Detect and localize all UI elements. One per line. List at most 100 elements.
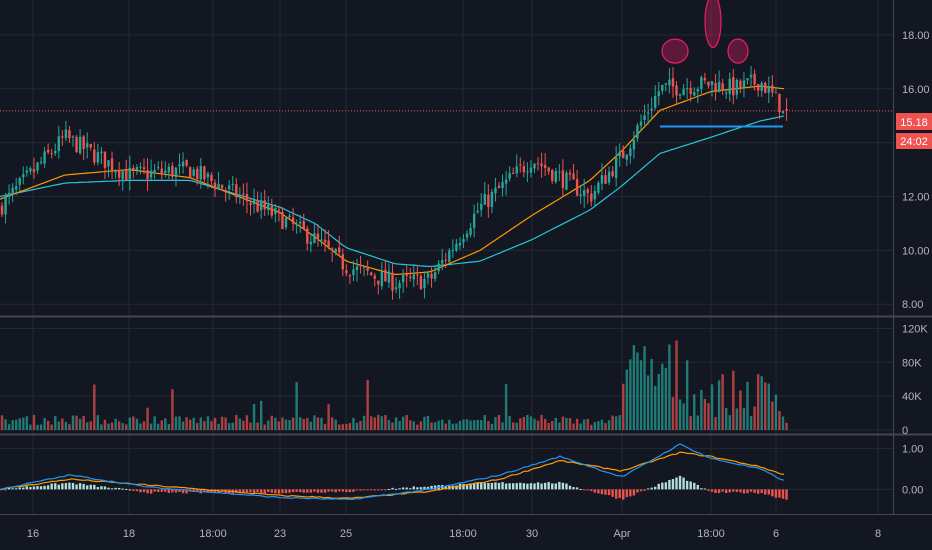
volume-bar[interactable] [583, 419, 586, 430]
volume-bar[interactable] [50, 424, 53, 430]
volume-bar[interactable] [238, 418, 242, 430]
candle-body[interactable] [270, 205, 273, 216]
volume-bar[interactable] [487, 421, 490, 430]
candle-body[interactable] [504, 179, 508, 184]
candle-body[interactable] [583, 190, 586, 196]
candle-body[interactable] [107, 160, 110, 167]
volume-bar[interactable] [302, 418, 305, 430]
candle-body[interactable] [242, 193, 245, 195]
volume-bar[interactable] [252, 404, 256, 430]
candle-body[interactable] [160, 168, 163, 174]
candle-body[interactable] [490, 191, 494, 207]
volume-bar[interactable] [93, 384, 96, 430]
candle-body[interactable] [433, 272, 437, 279]
volume-bar[interactable] [426, 415, 430, 430]
volume-bar[interactable] [739, 390, 742, 430]
volume-bar[interactable] [64, 421, 68, 430]
candle-body[interactable] [419, 276, 423, 290]
candle-body[interactable] [139, 166, 142, 168]
candle-body[interactable] [164, 170, 167, 174]
candle-body[interactable] [192, 169, 195, 176]
volume-bar[interactable] [614, 416, 618, 430]
candle-body[interactable] [256, 201, 259, 212]
volume-bar[interactable] [316, 417, 320, 430]
volume-bar[interactable] [472, 420, 476, 430]
volume-bar[interactable] [494, 417, 497, 430]
candle-body[interactable] [18, 178, 21, 185]
volume-bar[interactable] [110, 422, 114, 430]
candle-body[interactable] [352, 269, 355, 275]
candle-body[interactable] [547, 167, 550, 172]
volume-bar[interactable] [199, 417, 202, 430]
candle-body[interactable] [188, 167, 192, 178]
candle-body[interactable] [288, 215, 291, 218]
candle-body[interactable] [25, 170, 29, 173]
candle-body[interactable] [650, 108, 653, 111]
candle-body[interactable] [153, 169, 156, 172]
volume-bar[interactable] [128, 417, 131, 430]
volume-bar[interactable] [146, 407, 149, 430]
candle-body[interactable] [614, 157, 618, 179]
candle-body[interactable] [480, 203, 483, 210]
candle-body[interactable] [696, 89, 699, 92]
volume-bar[interactable] [689, 416, 692, 430]
volume-bar[interactable] [643, 346, 646, 430]
volume-bar[interactable] [437, 420, 440, 430]
volume-bar[interactable] [25, 416, 29, 430]
volume-bar[interactable] [547, 422, 550, 430]
candle-body[interactable] [157, 167, 160, 169]
volume-bar[interactable] [46, 420, 50, 430]
candle-body[interactable] [551, 170, 554, 181]
candle-body[interactable] [760, 82, 763, 91]
volume-bar[interactable] [760, 376, 763, 430]
candle-body[interactable] [338, 247, 341, 253]
volume-bar[interactable] [181, 421, 185, 430]
macd-panel[interactable] [0, 443, 788, 501]
candle-body[interactable] [7, 192, 11, 197]
candle-body[interactable] [89, 143, 92, 148]
volume-bar[interactable] [68, 424, 71, 430]
candle-body[interactable] [377, 280, 380, 285]
candle-body[interactable] [39, 161, 43, 163]
candle-body[interactable] [728, 78, 731, 94]
volume-bar[interactable] [561, 416, 565, 430]
candle-body[interactable] [295, 223, 298, 226]
candle-body[interactable] [114, 171, 117, 173]
volume-bar[interactable] [696, 415, 699, 430]
candle-body[interactable] [739, 80, 742, 89]
volume-bar[interactable] [700, 389, 703, 430]
candle-body[interactable] [579, 194, 582, 196]
volume-bar[interactable] [323, 423, 327, 430]
volume-bar[interactable] [742, 407, 746, 430]
volume-bar[interactable] [607, 420, 611, 430]
volume-bar[interactable] [100, 424, 103, 430]
volume-bar[interactable] [490, 423, 494, 430]
volume-bar[interactable] [220, 416, 224, 430]
volume-bar[interactable] [29, 424, 32, 430]
volume-bar[interactable] [735, 408, 739, 430]
candle-body[interactable] [494, 187, 497, 194]
volume-bar[interactable] [114, 418, 117, 430]
volume-bar[interactable] [501, 422, 504, 430]
volume-bar[interactable] [483, 415, 486, 430]
volume-bar[interactable] [746, 381, 749, 430]
candle-body[interactable] [622, 150, 625, 159]
volume-panel[interactable] [0, 340, 788, 430]
volume-bar[interactable] [536, 420, 540, 430]
volume-bar[interactable] [774, 394, 778, 430]
volume-bar[interactable] [707, 403, 710, 430]
candle-body[interactable] [394, 287, 398, 290]
candle-body[interactable] [313, 233, 316, 243]
candlestick-series[interactable] [0, 66, 788, 300]
candle-body[interactable] [643, 115, 646, 121]
candle-body[interactable] [725, 92, 728, 94]
candle-body[interactable] [707, 81, 710, 86]
volume-bar[interactable] [256, 422, 259, 430]
candle-body[interactable] [86, 143, 89, 148]
volume-bar[interactable] [210, 421, 213, 430]
volume-bar[interactable] [401, 416, 405, 430]
volume-bar[interactable] [529, 416, 533, 430]
candle-body[interactable] [306, 228, 309, 244]
candle-body[interactable] [430, 273, 433, 279]
candle-body[interactable] [291, 217, 295, 224]
